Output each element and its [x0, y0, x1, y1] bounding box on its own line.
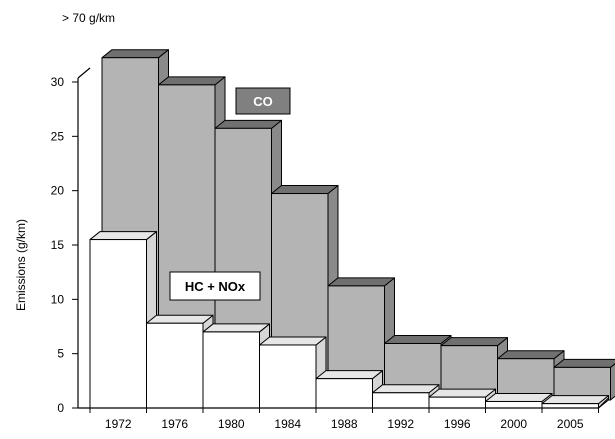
hc-nox-bar-1996-top — [429, 389, 496, 397]
series-label-text-hc-nox: HC + NOx — [185, 279, 246, 294]
hc-nox-bar-1996-front — [429, 397, 486, 408]
y-axis-depth-line — [78, 68, 90, 78]
hc-nox-bar-2000-front — [486, 401, 543, 408]
hc-nox-bar-1980-front — [203, 332, 260, 408]
co-bar-1992-top — [385, 335, 452, 343]
hc-nox-bar-1972-top — [90, 232, 157, 240]
hc-nox-bar-1988-front — [316, 379, 373, 408]
hc-nox-bar-1976-top — [147, 315, 214, 323]
series-label-text-co: CO — [253, 94, 273, 109]
co-bar-1980-top — [215, 120, 282, 128]
hc-nox-bar-1988-top — [316, 371, 383, 379]
hc-nox-bar-2005-top — [542, 396, 609, 404]
co-bar-1996-top — [441, 338, 508, 346]
co-bar-2005-top — [554, 359, 615, 367]
hc-nox-bar-1992-top — [373, 385, 440, 393]
hc-nox-bar-1992-front — [373, 393, 430, 408]
co-bar-2005 — [554, 359, 615, 400]
co-bar-2005-front — [554, 367, 611, 400]
co-bar-1988-top — [328, 278, 395, 286]
hc-nox-bar-1984-front — [260, 345, 317, 408]
hc-nox-bar-1984-top — [260, 337, 327, 345]
y-tick-label-25: 25 — [51, 129, 65, 143]
co-bar-2000-top — [498, 351, 565, 359]
hc-nox-bar-2005 — [542, 396, 609, 408]
x-tick-label-1988: 1988 — [331, 417, 358, 431]
y-axis-label: Emissions (g/km) — [14, 219, 28, 311]
top-note: > 70 g/km — [62, 11, 115, 25]
y-tick-label-5: 5 — [57, 347, 64, 361]
co-bar-1976-top — [159, 77, 226, 85]
y-tick-label-20: 20 — [51, 184, 65, 198]
series-label-hc-nox: HC + NOx — [170, 272, 260, 300]
hc-nox-bar-1972-front — [90, 240, 147, 408]
x-tick-label-2005: 2005 — [557, 417, 584, 431]
hc-nox-bar-1976-front — [147, 323, 204, 408]
x-tick-label-1976: 1976 — [161, 417, 188, 431]
co-bar-1972-top — [102, 50, 169, 58]
y-tick-label-10: 10 — [51, 292, 65, 306]
hc-nox-bar-1980-top — [203, 324, 270, 332]
co-bar-1984-top — [272, 186, 339, 194]
x-tick-label-1984: 1984 — [274, 417, 301, 431]
hc-nox-bar-2000-top — [486, 393, 553, 401]
x-tick-label-2000: 2000 — [500, 417, 527, 431]
y-tick-label-30: 30 — [51, 75, 65, 89]
series-label-co: CO — [236, 88, 290, 114]
hc-nox-bar-2005-front — [542, 404, 599, 408]
x-tick-label-1996: 1996 — [444, 417, 471, 431]
x-tick-label-1992: 1992 — [387, 417, 414, 431]
y-tick-label-0: 0 — [57, 401, 64, 415]
x-tick-label-1972: 1972 — [105, 417, 132, 431]
y-tick-label-15: 15 — [51, 238, 65, 252]
x-tick-label-1980: 1980 — [218, 417, 245, 431]
